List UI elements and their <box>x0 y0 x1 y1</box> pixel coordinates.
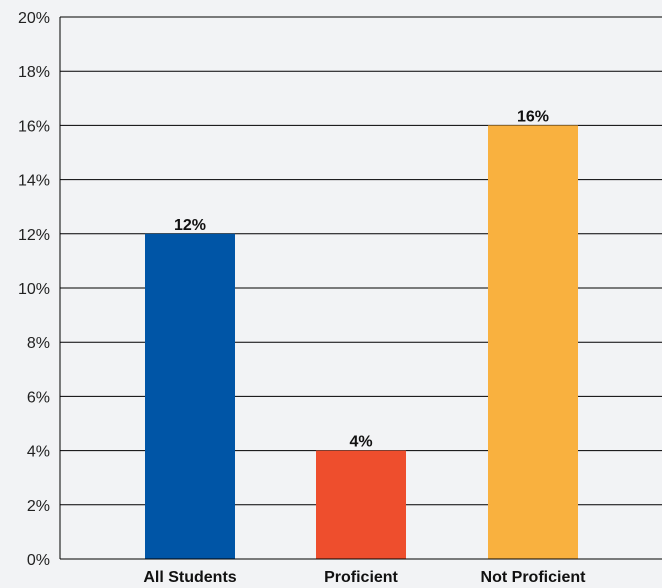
y-tick-label: 0% <box>27 552 50 569</box>
bar <box>488 125 578 560</box>
category-label: All Students <box>143 569 236 586</box>
category-label: Proficient <box>324 569 398 586</box>
y-tick-label: 2% <box>27 498 50 515</box>
y-tick-label: 6% <box>27 389 50 406</box>
y-tick-label: 10% <box>18 281 50 298</box>
category-labels: All Students Proficient Not Proficient <box>143 569 586 586</box>
bar-value-label: 12% <box>174 217 206 234</box>
value-labels: 12% 4% 16% <box>174 108 549 450</box>
bar-value-label: 4% <box>349 434 372 451</box>
bar <box>145 233 235 560</box>
y-tick-label: 20% <box>18 10 50 27</box>
y-tick-label: 12% <box>18 227 50 244</box>
y-tick-label: 14% <box>18 173 50 190</box>
bar-value-label: 16% <box>517 108 549 125</box>
y-tick-label: 8% <box>27 335 50 352</box>
bar <box>316 450 406 559</box>
bars <box>145 125 578 560</box>
category-label: Not Proficient <box>481 569 587 586</box>
y-axis-tick-labels: 0% 2% 4% 6% 8% 10% 12% 14% 16% 18% 20% <box>18 10 50 569</box>
y-tick-label: 18% <box>18 64 50 81</box>
y-tick-label: 16% <box>18 118 50 135</box>
y-tick-label: 4% <box>27 444 50 461</box>
